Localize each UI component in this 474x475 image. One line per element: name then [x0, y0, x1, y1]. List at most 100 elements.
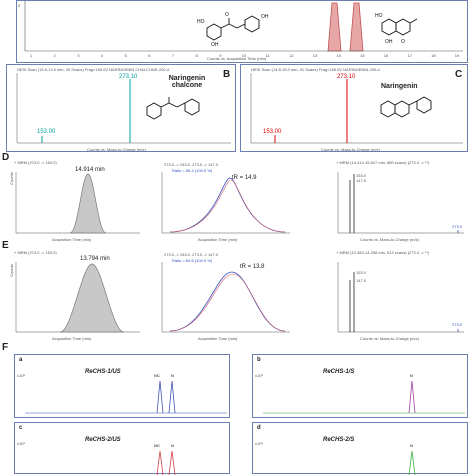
panel-f-a-peak-n: [168, 380, 176, 414]
panel-c-compound: Naringenin: [381, 83, 418, 90]
top-tick-label: 13: [313, 53, 318, 58]
panel-b-svg: [16, 73, 231, 144]
panel-d-peak-time: 14.914 min: [75, 167, 105, 173]
top-tick-label: 12: [289, 53, 294, 58]
top-tick-label: 11: [266, 53, 271, 58]
top-tick-label: 5: [125, 53, 128, 58]
structure-label-oh3: OH: [385, 39, 393, 45]
panel-d-ratio: Ratio = 56.4 (100.0 %): [172, 168, 213, 173]
top-tick-label: 8: [196, 53, 199, 58]
structure-label-ho2: HO: [375, 13, 383, 19]
panel-e-peak-time: 13.794 min: [80, 256, 110, 262]
panel-f-b-sample: ReCHS-1/S: [323, 369, 355, 375]
panel-c: HESI Scan (14.8-15.0 min, 91 Scans) Frag…: [240, 64, 468, 152]
panel-e-svg: [15, 262, 464, 333]
panel-e-overlay-line-1: [169, 271, 286, 332]
panel-f-a: a x10⁵ ReCHS-1/US NC N: [14, 354, 230, 418]
panel-f-d-yscale: x10⁵: [255, 441, 264, 446]
panel-b-structure: [146, 97, 200, 120]
top-tick-label: 18: [431, 53, 436, 58]
panel-f-d-letter: d: [257, 425, 261, 431]
panel-b: HESI Scan (13.6-13.9 min, 49 Scans) Frag…: [6, 64, 236, 152]
panel-c-letter: C: [455, 69, 463, 80]
panel-d-ms-peak1: 147.0: [356, 178, 367, 183]
top-tick-label: 14: [336, 53, 341, 58]
structure-label-oh1: OH: [211, 42, 219, 48]
top-tick-label: 17: [407, 53, 412, 58]
structure-label-o1: O: [225, 12, 229, 18]
panel-b-compound: Naringenin chalcone: [168, 75, 206, 89]
top-tick-label: 3: [77, 53, 80, 58]
panel-f-a-peak-nc: [156, 380, 164, 414]
panel-f-a-peak-n-label: N: [171, 373, 174, 378]
panel-d-ms-peak3: 273.0: [452, 224, 463, 229]
panel-f-d-svg: [408, 450, 416, 475]
structure-label-oh2: OH: [261, 14, 269, 20]
panel-f-c-letter: c: [19, 425, 23, 431]
panel-c-header: HESI Scan (14.8-15.0 min, 91 Scans) Frag…: [251, 67, 380, 72]
panel-f-d-peak-n-label: N: [410, 443, 413, 448]
panel-e-tr: tR = 13.8: [240, 264, 265, 270]
panel-f-b-peak-n: [408, 380, 416, 414]
panel-d-chrom-peak: [69, 173, 107, 234]
panel-d-ms-x-label: Counts vs. Mass-to-Charge (m/z): [360, 237, 419, 242]
panel-c-structure: [380, 96, 432, 118]
top-tick-label: 10: [242, 53, 247, 58]
top-tick-label: 7: [172, 53, 175, 58]
panel-f-c-sample: ReCHS-2/US: [85, 437, 121, 443]
panel-e-ms-peak3: 273.0: [452, 322, 463, 327]
panel-b-peak-major-label: 273.10: [119, 74, 138, 80]
panel-d-chrom-x-label: Acquisition Time (min): [52, 237, 92, 242]
top-peak-2: [349, 2, 364, 52]
panel-d-overlay-line-1: [169, 177, 286, 233]
panel-f-b-letter: b: [257, 357, 261, 363]
top-tick-label: 15: [360, 53, 365, 58]
panel-e-overlay-x-label: Acquisition Time (min): [198, 336, 238, 341]
panel-e-chrom-peak: [59, 263, 125, 333]
top-x-axis-label: Counts vs. Acquisition Time (min): [207, 56, 267, 61]
panel-e-overlay-line-2: [169, 273, 286, 332]
panel-d-chrom-y-label: Counts: [8, 172, 14, 185]
panel-d-overlay-x-label: Acquisition Time (min): [198, 237, 238, 242]
panel-e-overlay-title: 273.0 -> 153.0, 273.0 -> 147.0: [164, 252, 219, 257]
panel-f-c-svg: [156, 450, 176, 475]
panel-f-a-letter: a: [19, 357, 23, 363]
panel-b-header: HESI Scan (13.6-13.9 min, 49 Scans) Frag…: [17, 67, 169, 72]
top-ticks: 1 2 3 4 5 6 7 8 9 10 11 12 13 14 15 16 17 18 19: [30, 53, 460, 58]
panel-d-tr: tR = 14.9: [232, 175, 257, 181]
panel-d-ms-peak2: 153.0: [356, 173, 367, 178]
panel-f-b: b x10⁵ ReCHS-1/S N: [252, 354, 468, 418]
panel-f-c-peak-n-label: N: [171, 443, 174, 448]
panel-f-d: d x10⁵ ReCHS-2/S N: [252, 422, 468, 475]
panel-f-c-yscale: x10⁵: [17, 441, 26, 446]
top-chromatogram-svg: 1 2 3 4 5 6 7 8 9 10 11 12 13 14 15 16 17 18 19 HO OH O OH…: [24, 1, 463, 58]
panel-e-chrom-x-label: Acquisition Time (min): [52, 336, 92, 341]
panel-f-c-peak-nc-label: NC: [154, 443, 160, 448]
structure-label-ho1: HO: [197, 19, 205, 25]
panel-f-c-peak-n: [168, 450, 176, 475]
top-tick-label: 9: [219, 53, 222, 58]
panel-d-overlay-line-2: [169, 179, 286, 233]
panel-d-overlay-title: 273.0 -> 153.0, 273.0 -> 147.0: [164, 162, 219, 167]
top-y-tick: 0: [18, 3, 21, 8]
panel-e-ms-peak2: 153.0: [356, 270, 367, 275]
top-tick-label: 6: [148, 53, 151, 58]
panel-e-ms-x-label: Counts vs. Mass-to-Charge (m/z): [360, 336, 419, 341]
panel-c-peak-major-label: 273.10: [337, 74, 356, 80]
top-tick-label: 2: [54, 53, 57, 58]
panel-f-d-peak-n: [408, 450, 416, 475]
chalcone-structure: [206, 15, 260, 41]
panel-f-letter: F: [2, 342, 9, 353]
panel-c-x-axis-label: Counts vs. Mass-to-Charge (m/z): [321, 147, 380, 152]
panel-e-ratio: Ratio = 60.6 (100.0 %): [172, 258, 213, 263]
panel-d-ms-title: + MRM (14.414-15.627 min, 680 scans) (27…: [336, 160, 430, 165]
panel-e-mrm-title: + MRM (273.0 -> 153.0): [14, 250, 57, 255]
top-tick-label: 1: [30, 53, 33, 58]
panel-c-peak-minor-label: 153.00: [263, 129, 282, 135]
panel-b-peak-minor-label: 153.00: [37, 129, 56, 135]
panel-e-letter: E: [2, 240, 9, 251]
panel-f-a-svg: [25, 380, 227, 414]
panel-b-letter: B: [223, 69, 231, 80]
panel-e-ms-peak1: 147.0: [356, 278, 367, 283]
panel-f-b-yscale: x10⁵: [255, 373, 264, 378]
